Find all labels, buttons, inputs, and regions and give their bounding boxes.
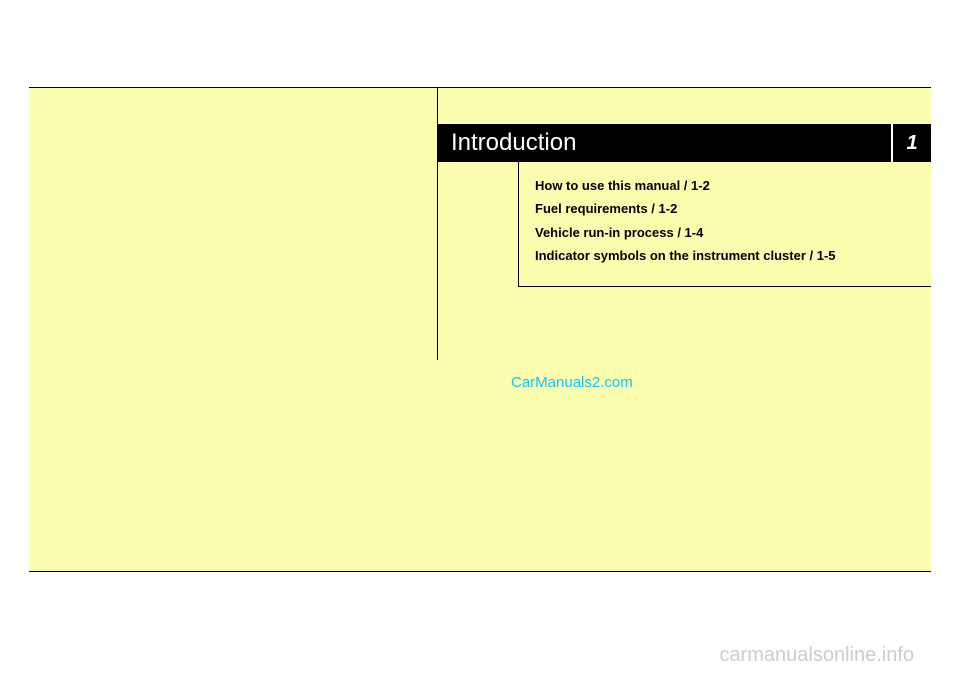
toc-item: Indicator symbols on the instrument clus… [535, 244, 915, 267]
chapter-number: 1 [906, 132, 917, 155]
watermark-center: CarManuals2.com [511, 374, 633, 391]
toc-item: Fuel requirements / 1-2 [535, 197, 915, 220]
manual-page: Introduction 1 How to use this manual / … [29, 87, 931, 572]
chapter-header: Introduction 1 [437, 124, 931, 162]
chapter-title: Introduction [451, 129, 576, 157]
table-of-contents: How to use this manual / 1-2 Fuel requir… [518, 162, 931, 287]
watermark-bottom: carmanualsonline.info [719, 644, 914, 667]
toc-item: Vehicle run-in process / 1-4 [535, 221, 915, 244]
toc-item: How to use this manual / 1-2 [535, 174, 915, 197]
chapter-number-box: 1 [893, 124, 931, 162]
